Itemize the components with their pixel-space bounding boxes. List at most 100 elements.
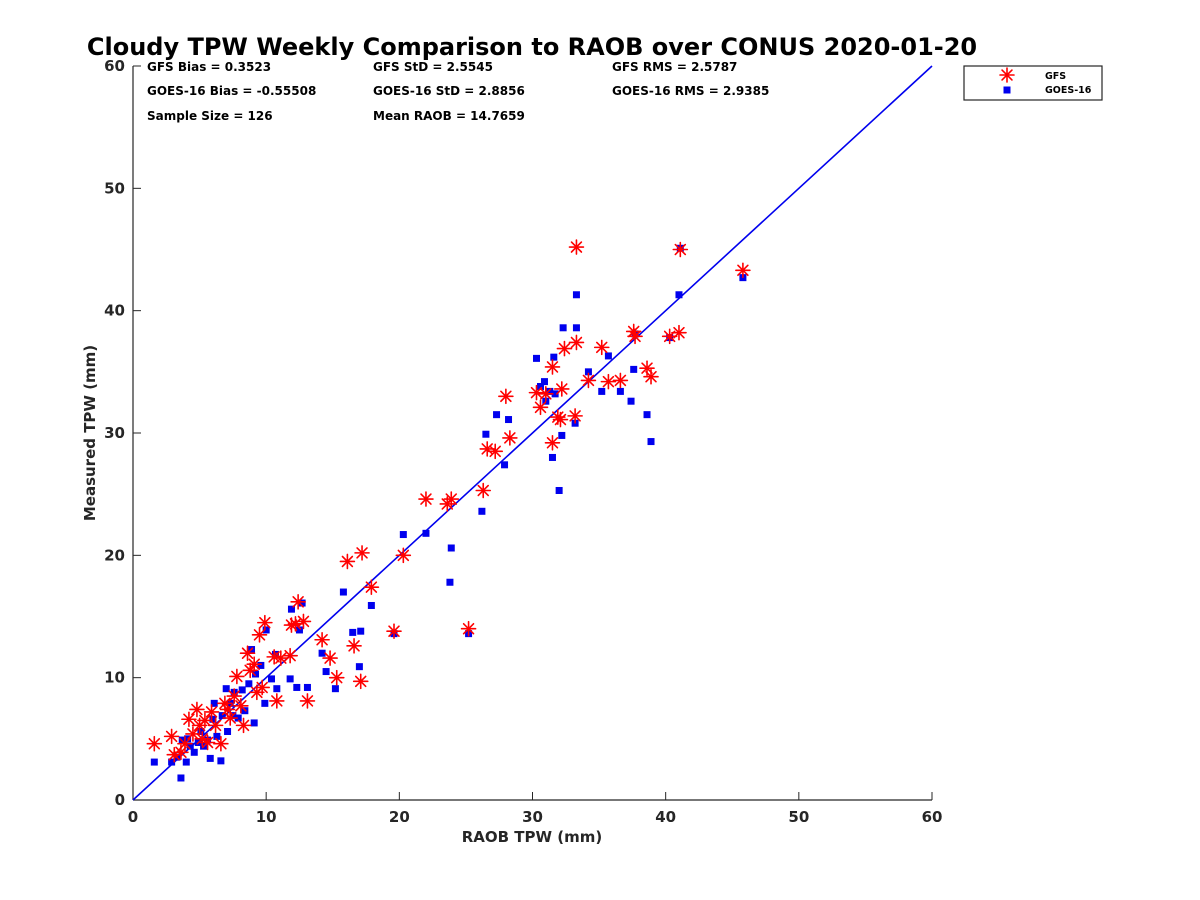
gfs-point: [643, 368, 659, 385]
goes16-point: [303, 683, 311, 691]
gfs-point: [251, 627, 268, 643]
axes: 0 10 20 30 40 50 60 0 10 20 30 40 50 60: [104, 57, 942, 826]
legend-goes16-marker: [1003, 86, 1011, 94]
goes16-point: [222, 685, 230, 693]
gfs-point: [386, 623, 402, 639]
goes16-point: [177, 774, 185, 782]
goes16-point: [267, 675, 275, 683]
x-tick-label: 0: [128, 808, 138, 826]
x-tick-label: 30: [522, 808, 543, 826]
gfs-point: [627, 328, 643, 345]
x-axis-label: RAOB TPW (mm): [462, 828, 603, 846]
goes16-point: [245, 680, 253, 688]
goes16-point: [210, 699, 218, 707]
goes16-point: [217, 757, 225, 765]
gfs-point: [269, 693, 285, 709]
goes16-point: [238, 686, 246, 694]
reference-line-group: [132, 65, 933, 801]
gfs-point: [498, 388, 514, 405]
goes16-point: [218, 712, 226, 720]
goes16-point: [598, 387, 606, 395]
goes16-point: [355, 663, 363, 671]
goes16-point: [399, 531, 407, 539]
gfs-point: [363, 579, 380, 595]
x-tick-label: 50: [788, 808, 809, 826]
y-tick-label: 40: [104, 302, 125, 320]
goes16-point: [182, 758, 190, 766]
gfs-point: [568, 239, 585, 255]
goes16-point: [627, 397, 635, 405]
goes16-point: [150, 758, 158, 766]
goes16-point: [293, 683, 301, 691]
goes16-point: [540, 378, 548, 386]
gfs-point: [475, 482, 492, 499]
goes16-point: [572, 324, 580, 332]
gfs-point: [199, 734, 216, 751]
x-tick-label: 40: [655, 808, 676, 826]
goes16-point: [357, 627, 365, 635]
chart-title: Cloudy TPW Weekly Comparison to RAOB ove…: [87, 33, 977, 61]
gfs-point: [339, 553, 356, 570]
goes16-point: [616, 387, 624, 395]
gfs-point: [282, 647, 298, 664]
gfs-point: [346, 638, 362, 654]
goes16-point: [331, 685, 339, 693]
goes16-point: [675, 291, 683, 299]
goes16-point: [478, 507, 486, 515]
goes16-point: [482, 430, 490, 438]
gfs-point: [553, 381, 570, 397]
goes16-point: [349, 628, 357, 636]
gfs-point: [502, 430, 518, 446]
gfs-point: [197, 712, 213, 729]
gfs-point: [487, 443, 504, 460]
goes16-point: [287, 605, 295, 613]
one-to-one-line: [132, 65, 933, 801]
stat-goes-rms: GOES-16 RMS = 2.9385: [612, 84, 769, 98]
gfs-point: [322, 650, 338, 666]
goes16-point: [295, 626, 303, 634]
goes16-point: [572, 291, 580, 299]
gfs-point: [354, 545, 370, 561]
stat-goes-bias: GOES-16 Bias = -0.55508: [147, 84, 316, 98]
gfs-point: [672, 241, 689, 258]
gfs-point: [177, 735, 193, 752]
goes16-point: [550, 353, 558, 361]
gfs-point: [235, 717, 252, 734]
stat-sample-size: Sample Size = 126: [147, 109, 273, 123]
stat-gfs-std: GFS StD = 2.5545: [373, 60, 493, 74]
gfs-point: [254, 679, 270, 696]
gfs-point: [671, 324, 687, 341]
goes16-point: [548, 453, 556, 461]
goes16-point: [551, 390, 559, 398]
gfs-point: [185, 726, 201, 742]
goes16-point: [224, 727, 232, 735]
gfs-point: [207, 717, 224, 734]
goes16-point: [250, 719, 258, 727]
goes16-point: [197, 727, 205, 735]
gfs-point: [314, 631, 330, 648]
goes16-point: [505, 416, 513, 424]
legend-gfs-label: GFS: [1045, 71, 1066, 82]
goes16-point: [286, 675, 294, 683]
y-tick-label: 0: [115, 791, 125, 809]
gfs-point: [222, 710, 239, 726]
goes16-point: [643, 411, 651, 419]
gfs-point: [213, 735, 229, 752]
gfs-point: [233, 698, 249, 714]
legend-goes16-label: GOES-16: [1045, 85, 1092, 96]
gfs-point: [295, 613, 312, 630]
goes16-point: [647, 438, 655, 446]
gfs-point: [226, 688, 243, 704]
gfs-series: [146, 239, 751, 763]
goes16-point: [367, 601, 375, 609]
gfs-point: [580, 372, 597, 389]
goes16-point: [298, 599, 306, 607]
goes16-point: [186, 742, 194, 750]
gfs-point: [544, 434, 561, 451]
gfs-point: [532, 399, 549, 416]
goes16-point: [558, 431, 566, 439]
goes16-point: [422, 529, 430, 537]
y-tick-label: 50: [104, 179, 125, 197]
goes16-point: [584, 368, 592, 376]
goes16-point: [209, 715, 217, 723]
